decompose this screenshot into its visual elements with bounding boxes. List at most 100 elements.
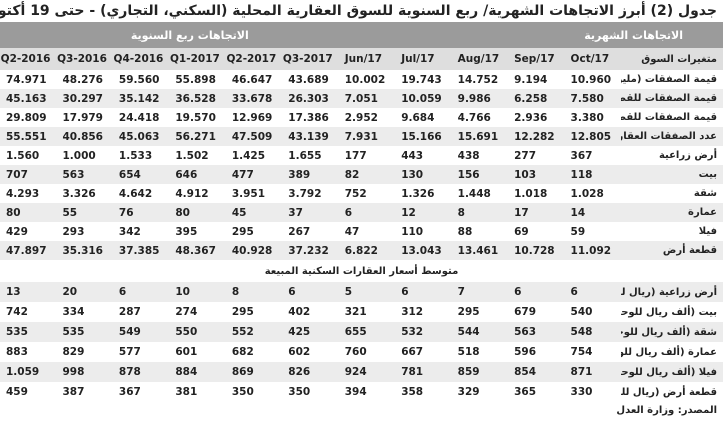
cell: 47 bbox=[344, 225, 360, 238]
cell: 13 bbox=[0, 282, 57, 302]
cell: 56.271 bbox=[169, 127, 226, 146]
column-header: Jun/17 bbox=[338, 48, 396, 70]
row-label: عمارة (ألف ريال للوحدة) bbox=[621, 346, 717, 358]
cell: 55 bbox=[56, 203, 113, 222]
cell: 37.385 bbox=[112, 241, 170, 260]
cell: 1.059 bbox=[0, 362, 57, 382]
cell: 13.461 bbox=[451, 241, 509, 260]
cell: 1.502 bbox=[175, 149, 209, 162]
cell: 46.647 bbox=[231, 73, 273, 86]
cell: 35.316 bbox=[56, 241, 113, 260]
cell: 781 bbox=[395, 362, 452, 382]
cell: 679 bbox=[514, 306, 537, 318]
cell: 45.063 bbox=[112, 127, 170, 146]
cell: 871 bbox=[564, 362, 621, 382]
row-label: قيمة الصفقات للقطاع السكني bbox=[621, 89, 723, 108]
cell: 43.139 bbox=[282, 127, 339, 146]
column-header: Sep/17 bbox=[508, 48, 565, 70]
table-row: عمارة 14 17 8 12 6 37 45 80 76 55 80 bbox=[0, 203, 723, 222]
cell: 760 bbox=[344, 346, 367, 358]
cell: 425 bbox=[282, 322, 339, 342]
cell: 20 bbox=[56, 282, 113, 302]
cell: 13.043 bbox=[395, 241, 452, 260]
cell: 156 bbox=[451, 165, 509, 184]
table-row: فيلا 59 69 88 110 47 267 295 395 342 293 429 bbox=[0, 222, 723, 241]
group-header: الاتجاهات الشهرية bbox=[338, 22, 723, 48]
row-label: فيلا bbox=[698, 226, 717, 237]
cell: 12.282 bbox=[508, 127, 565, 146]
cell: 6 bbox=[564, 282, 621, 302]
cell: 36.528 bbox=[169, 89, 226, 108]
cell: 35.142 bbox=[112, 89, 170, 108]
cell: 55.551 bbox=[0, 127, 57, 146]
cell: 6.822 bbox=[338, 241, 396, 260]
cell: 754 bbox=[570, 346, 593, 358]
cell: 1.655 bbox=[288, 149, 322, 162]
price-row: عمارة (ألف ريال للوحدة) 754 596 518 667 760 60… bbox=[0, 342, 723, 362]
table-row: قيمة الصفقات للقطاع التجاري 3.380 2.936 4.7… bbox=[0, 108, 723, 127]
cell: 4.293 bbox=[6, 187, 40, 200]
row-label: شقة bbox=[693, 188, 717, 199]
cell: 1.000 bbox=[62, 149, 96, 162]
cell: 367 bbox=[570, 149, 593, 162]
cell: 3.380 bbox=[570, 111, 604, 124]
cell: 367 bbox=[118, 386, 141, 398]
cell: 29.809 bbox=[6, 111, 47, 124]
cell: 829 bbox=[62, 346, 85, 358]
cell: 40.856 bbox=[56, 127, 113, 146]
cell: 37.232 bbox=[282, 241, 339, 260]
row-label: أرض زراعية bbox=[658, 150, 717, 161]
row-label: فيلا (ألف ريال للوحدة) bbox=[621, 362, 723, 382]
cell: 601 bbox=[175, 346, 198, 358]
cell: 15.691 bbox=[451, 127, 509, 146]
cell: 59 bbox=[570, 225, 586, 238]
cell: 295 bbox=[457, 306, 480, 318]
table-row: أرض زراعية 367 277 438 443 177 1.655 1.425 1.502… bbox=[0, 146, 723, 165]
cell: 334 bbox=[62, 306, 85, 318]
cell: 854 bbox=[508, 362, 565, 382]
column-header: 2016-Q3 bbox=[56, 48, 113, 70]
cell: 1.028 bbox=[570, 187, 604, 200]
cell: 14.752 bbox=[457, 73, 499, 86]
table-row: قيمة الصفقات للقطاع السكني7.5806.2589.98… bbox=[0, 89, 723, 108]
cell: 33.678 bbox=[225, 89, 283, 108]
cell: 130 bbox=[395, 165, 452, 184]
cell: 646 bbox=[169, 165, 226, 184]
cell: 69 bbox=[514, 225, 529, 238]
column-header: Oct/17 bbox=[564, 48, 621, 70]
table-row: بيت 118 103 156 130 82 389 477 646 654 563 707 bbox=[0, 165, 723, 184]
cell: 6 bbox=[508, 282, 565, 302]
cell: 998 bbox=[56, 362, 113, 382]
cell: 1.425 bbox=[231, 149, 266, 162]
cell: 43.689 bbox=[288, 73, 329, 86]
cell: 10.960 bbox=[570, 73, 612, 86]
cell: 10.059 bbox=[395, 89, 452, 108]
cell: 535 bbox=[0, 322, 57, 342]
cell: 6.258 bbox=[508, 89, 565, 108]
cell: 329 bbox=[457, 386, 480, 398]
cell: 8 bbox=[451, 203, 509, 222]
cell: 878 bbox=[112, 362, 170, 382]
cell: 1.326 bbox=[401, 187, 435, 200]
cell: 3.326 bbox=[62, 187, 96, 200]
cell: 26.303 bbox=[282, 89, 339, 108]
cell: 387 bbox=[62, 386, 85, 398]
column-header: 2017-Q1 bbox=[169, 48, 226, 70]
cell: 350 bbox=[231, 386, 254, 398]
cell: 3.951 bbox=[231, 187, 266, 200]
table-row: شقة 1.028 1.018 1.448 1.326 752 3.792 3.951 4.91… bbox=[0, 184, 723, 203]
cell: 667 bbox=[401, 346, 424, 358]
cell: 82 bbox=[338, 165, 396, 184]
price-row: قطعة أرض (ريال للمتر المربع) 330 365 329 358… bbox=[0, 382, 723, 402]
cell: 118 bbox=[564, 165, 621, 184]
cell: 45 bbox=[225, 203, 283, 222]
cell: 10 bbox=[169, 282, 226, 302]
header-row: متغيرات السوق Oct/17 Sep/17 Aug/17 Jul/17 Jun… bbox=[0, 48, 723, 70]
cell: 7.580 bbox=[564, 89, 621, 108]
cell: 395 bbox=[175, 225, 198, 238]
cell: 563 bbox=[56, 165, 113, 184]
cell: 1.560 bbox=[6, 149, 40, 162]
cell: 59.560 bbox=[118, 73, 160, 86]
cell: 577 bbox=[118, 346, 141, 358]
